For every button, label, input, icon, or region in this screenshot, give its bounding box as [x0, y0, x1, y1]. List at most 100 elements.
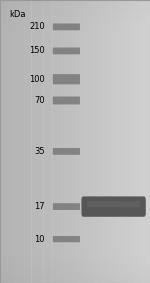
Bar — [129, 0, 130, 283]
Bar — [0, 17, 150, 19]
Bar — [0, 13, 150, 15]
Bar — [73, 0, 74, 283]
Bar — [124, 0, 125, 283]
Bar — [83, 0, 84, 283]
Bar — [145, 0, 146, 283]
Bar — [65, 0, 66, 283]
Bar — [0, 9, 150, 11]
Bar — [0, 0, 150, 2]
Bar — [0, 279, 150, 281]
Bar — [128, 0, 129, 283]
Bar — [133, 0, 134, 283]
Bar — [21, 0, 22, 283]
Bar — [62, 0, 63, 283]
Bar — [96, 0, 97, 283]
Bar — [0, 264, 150, 266]
Bar — [115, 0, 116, 283]
FancyBboxPatch shape — [53, 203, 80, 210]
Bar — [114, 0, 115, 283]
Bar — [116, 0, 117, 283]
Bar — [78, 0, 79, 283]
Bar — [25, 0, 26, 283]
Bar — [0, 8, 150, 9]
Bar — [87, 0, 88, 283]
Bar — [149, 0, 150, 283]
Bar — [106, 0, 107, 283]
Bar — [121, 0, 122, 283]
Bar — [0, 6, 150, 8]
Bar — [69, 0, 70, 283]
Bar — [41, 0, 42, 283]
Bar — [6, 0, 7, 283]
Bar — [86, 0, 87, 283]
Bar — [16, 0, 17, 283]
Bar — [15, 0, 16, 283]
Bar — [49, 0, 50, 283]
Bar — [125, 0, 126, 283]
FancyBboxPatch shape — [53, 97, 80, 104]
Bar — [7, 0, 8, 283]
Bar — [17, 0, 18, 283]
Bar — [0, 260, 150, 262]
Bar — [66, 0, 67, 283]
Bar — [127, 0, 128, 283]
Bar — [0, 258, 150, 260]
Bar — [12, 0, 13, 283]
Bar — [57, 0, 58, 283]
Bar — [45, 0, 46, 283]
Bar — [0, 262, 150, 264]
Bar — [63, 0, 64, 283]
FancyBboxPatch shape — [53, 48, 80, 54]
Bar — [144, 0, 145, 283]
Bar — [0, 2, 150, 4]
Bar — [91, 0, 92, 283]
Bar — [48, 0, 49, 283]
Bar — [71, 0, 72, 283]
Bar — [84, 0, 85, 283]
Bar — [90, 0, 91, 283]
Bar — [0, 23, 150, 25]
Bar — [0, 255, 150, 257]
Bar — [94, 0, 95, 283]
Bar — [82, 0, 83, 283]
FancyBboxPatch shape — [87, 201, 140, 207]
Bar — [0, 21, 150, 23]
Bar — [23, 0, 24, 283]
Bar — [35, 0, 36, 283]
Bar — [20, 0, 21, 283]
Bar — [79, 0, 80, 283]
Bar — [0, 15, 150, 17]
Bar — [112, 0, 113, 283]
Bar — [113, 0, 114, 283]
Bar — [39, 0, 40, 283]
Bar — [0, 266, 150, 268]
Bar — [33, 0, 34, 283]
Bar — [111, 0, 112, 283]
Bar — [18, 0, 19, 283]
Bar — [120, 0, 121, 283]
Bar — [5, 0, 6, 283]
Text: 150: 150 — [29, 46, 45, 55]
Bar — [53, 0, 54, 283]
Bar — [0, 257, 150, 258]
Bar — [2, 0, 3, 283]
Bar — [14, 0, 15, 283]
Bar — [36, 0, 37, 283]
Bar — [142, 0, 143, 283]
Bar — [26, 0, 27, 283]
Bar — [58, 0, 59, 283]
Bar — [89, 0, 90, 283]
Bar — [0, 0, 1, 283]
Bar — [76, 0, 77, 283]
Bar — [93, 0, 94, 283]
Bar — [0, 274, 150, 275]
FancyBboxPatch shape — [53, 23, 80, 30]
Bar — [147, 0, 148, 283]
Bar — [11, 0, 12, 283]
Bar — [101, 0, 102, 283]
Bar — [72, 0, 73, 283]
Bar — [59, 0, 60, 283]
Bar — [75, 0, 76, 283]
Text: 100: 100 — [29, 75, 45, 84]
Bar — [95, 0, 96, 283]
